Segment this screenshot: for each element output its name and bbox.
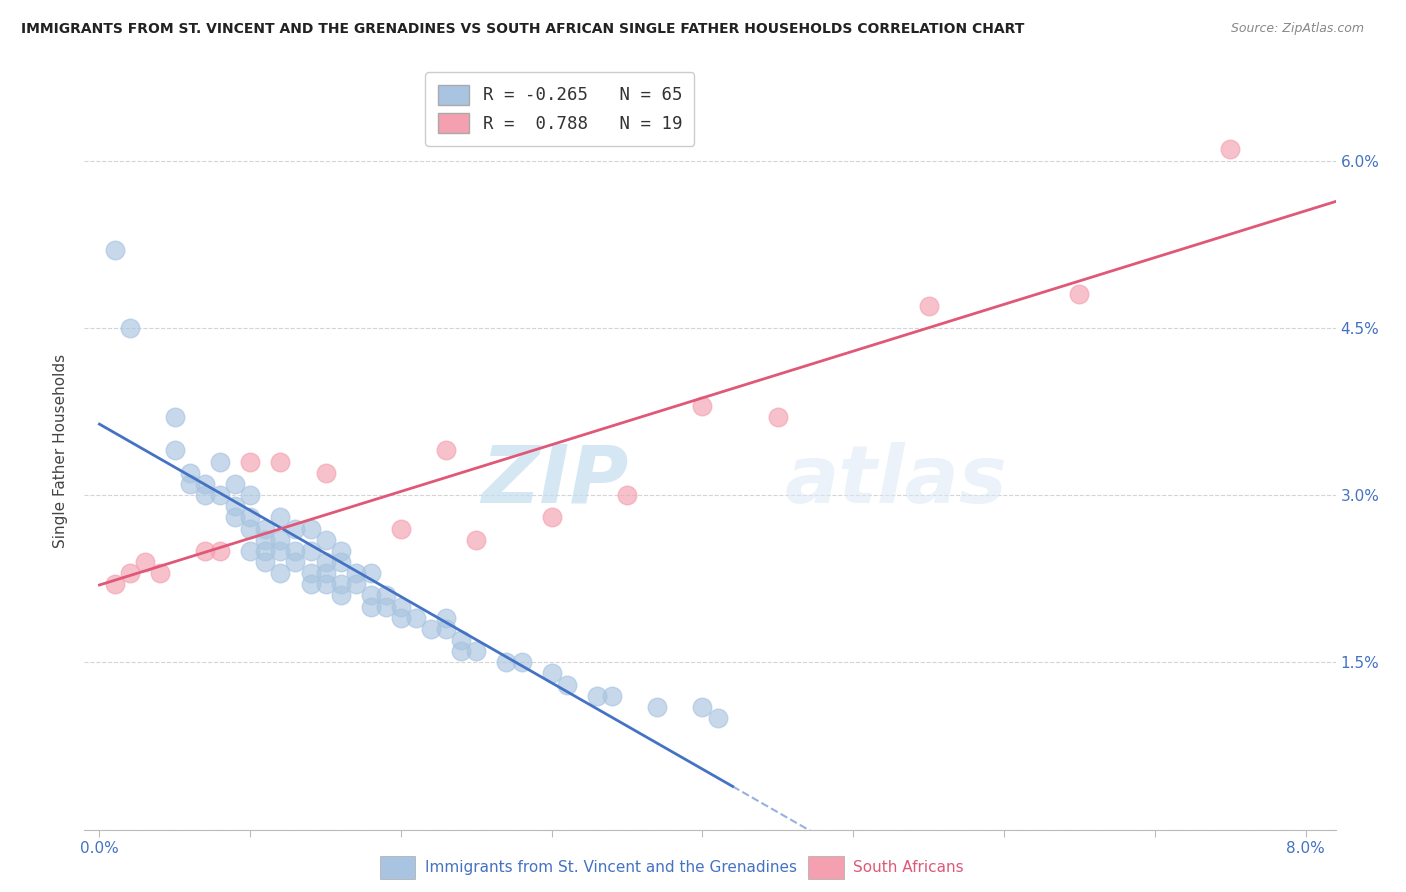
Point [360,599,382,614]
Point [329,555,352,569]
Point [284,555,307,569]
Point [209,544,232,558]
Point [103,243,125,257]
Point [465,533,488,547]
Point [209,455,232,469]
Point [510,655,533,669]
Point [224,510,246,524]
Point [239,521,262,535]
Point [344,577,367,591]
Point [329,589,352,603]
Point [269,533,291,547]
Point [706,711,728,725]
Point [555,678,578,692]
Text: atlas: atlas [785,442,1008,520]
Point [600,689,623,703]
Point [766,410,789,425]
Point [405,611,427,625]
Point [194,488,217,502]
Text: South Africans: South Africans [853,860,965,875]
Point [540,666,562,681]
Point [374,599,396,614]
Point [389,521,412,535]
Point [299,577,322,591]
Text: Immigrants from St. Vincent and the Grenadines: Immigrants from St. Vincent and the Gren… [425,860,797,875]
Point [434,443,457,458]
Point [315,566,337,581]
Point [239,510,262,524]
Legend: R = -0.265   N = 65, R =  0.788   N = 19: R = -0.265 N = 65, R = 0.788 N = 19 [426,72,695,145]
Point [194,544,217,558]
Text: ZIP: ZIP [481,442,628,520]
Point [149,566,172,581]
Point [269,455,291,469]
Point [299,566,322,581]
Point [360,589,382,603]
Point [434,611,457,625]
Point [209,488,232,502]
Point [329,577,352,591]
Point [374,589,396,603]
Point [389,599,412,614]
Y-axis label: Single Father Households: Single Father Households [53,353,69,548]
Point [315,555,337,569]
Point [329,544,352,558]
Point [134,555,156,569]
Point [420,622,443,636]
Text: Source: ZipAtlas.com: Source: ZipAtlas.com [1230,22,1364,36]
Point [269,544,291,558]
Point [1069,287,1091,301]
Point [586,689,609,703]
Point [495,655,517,669]
Point [224,500,246,514]
Point [299,521,322,535]
Point [692,399,714,413]
Point [239,488,262,502]
Point [315,466,337,480]
Point [179,466,201,480]
Point [540,510,562,524]
Point [118,321,141,335]
Point [389,611,412,625]
Point [284,521,307,535]
Point [103,577,125,591]
Point [179,477,201,491]
Point [254,555,277,569]
Point [616,488,638,502]
Point [118,566,141,581]
Point [692,700,714,714]
Point [254,544,277,558]
Point [917,299,939,313]
Point [254,521,277,535]
Point [450,633,472,648]
Point [194,477,217,491]
Point [450,644,472,658]
Text: IMMIGRANTS FROM ST. VINCENT AND THE GRENADINES VS SOUTH AFRICAN SINGLE FATHER HO: IMMIGRANTS FROM ST. VINCENT AND THE GREN… [21,22,1025,37]
Point [239,455,262,469]
Point [465,644,488,658]
Point [360,566,382,581]
Point [163,410,186,425]
Point [315,533,337,547]
Point [254,533,277,547]
Point [239,544,262,558]
Point [315,577,337,591]
Point [269,566,291,581]
Point [1219,143,1241,157]
Point [224,477,246,491]
Point [434,622,457,636]
Point [344,566,367,581]
Point [163,443,186,458]
Point [284,544,307,558]
Point [269,510,291,524]
Point [299,544,322,558]
Point [645,700,668,714]
